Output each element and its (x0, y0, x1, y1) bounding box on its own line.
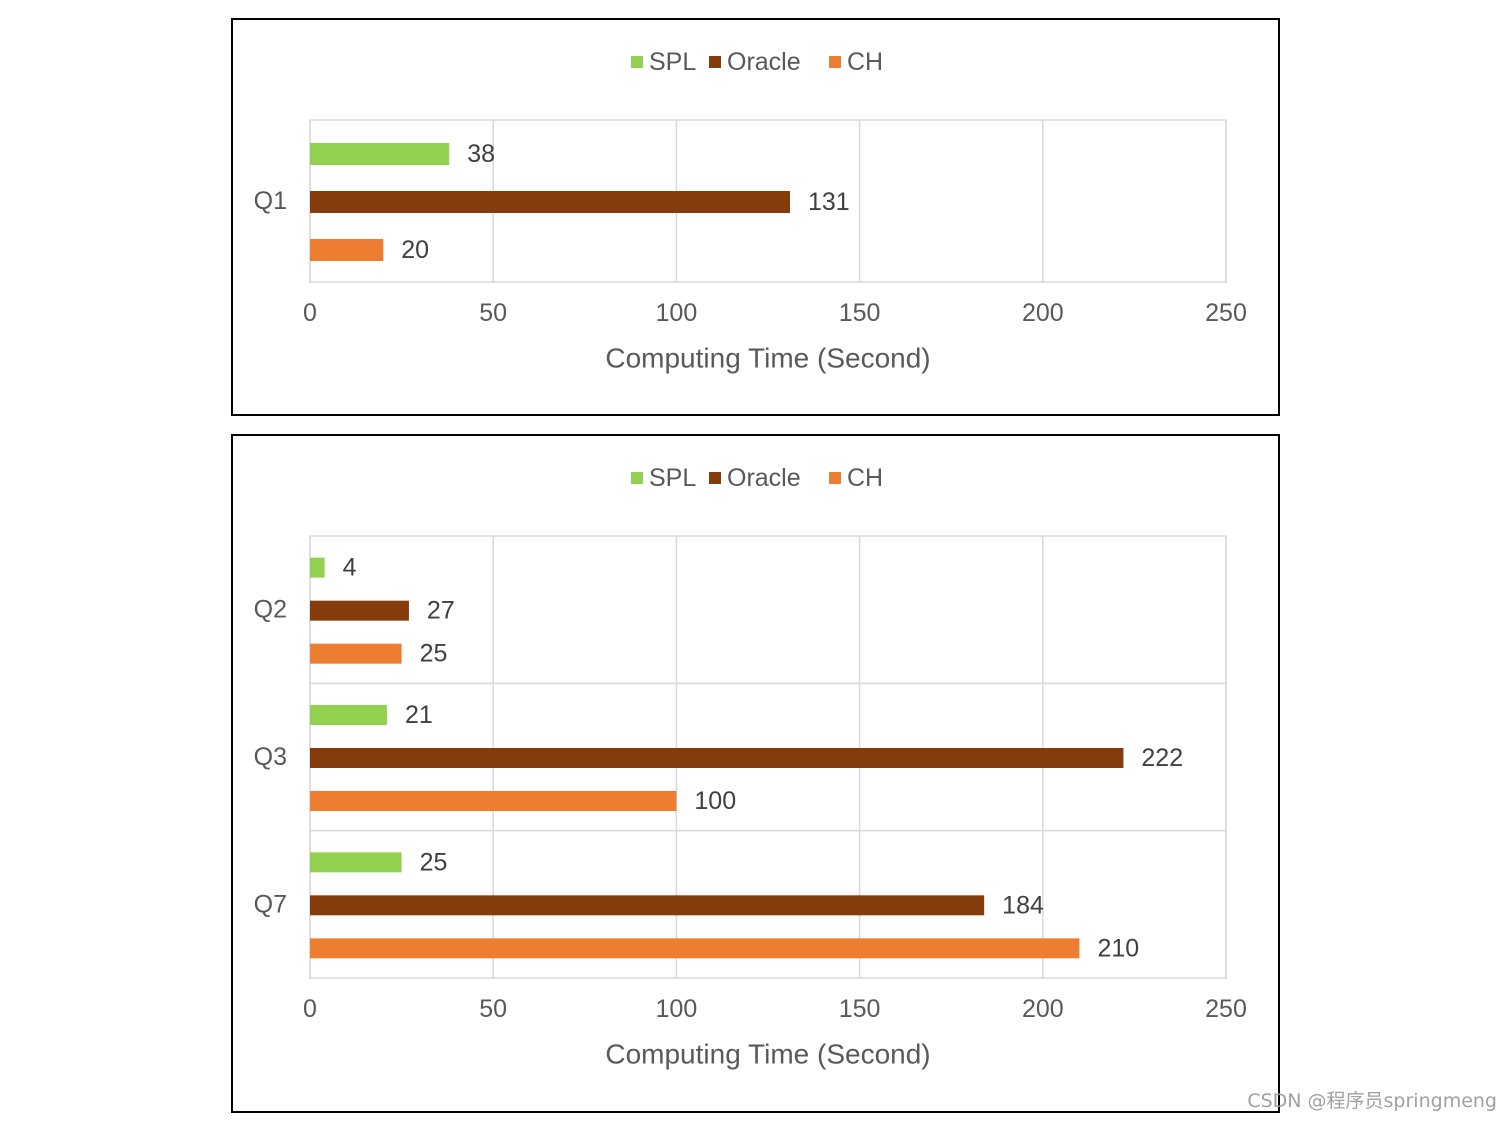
data-label: 25 (420, 640, 448, 668)
x-axis-title: Computing Time (Second) (605, 1039, 930, 1070)
x-axis-title: Computing Time (Second) (605, 343, 930, 374)
bar-oracle-q7 (310, 895, 985, 916)
x-tick-label: 0 (303, 299, 317, 327)
bar-ch-q7 (310, 938, 1080, 959)
data-label: 21 (405, 701, 433, 729)
category-label: Q3 (254, 743, 287, 771)
category-label: Q1 (254, 187, 287, 215)
x-tick-label: 200 (1022, 299, 1064, 327)
data-label: 100 (694, 787, 736, 815)
x-tick-label: 0 (303, 995, 317, 1023)
watermark-text: CSDN @程序员springmeng (1247, 1090, 1497, 1112)
bar-spl-q2 (310, 557, 325, 578)
legend-swatch-oracle (709, 56, 721, 68)
chart-2-svg: Q2 4 27 25 Q3 21 222 100 Q7 25 184 210 0 50 100 150 200 2… (254, 464, 1247, 1070)
x-tick-label: 100 (656, 995, 698, 1023)
data-label: 4 (343, 554, 357, 582)
x-tick-label: 50 (479, 299, 507, 327)
legend-label-spl: SPL (649, 48, 696, 76)
legend-label-spl: SPL (649, 464, 696, 492)
bar-oracle-q3 (310, 748, 1124, 768)
data-label: 20 (401, 236, 429, 264)
legend-label-oracle: Oracle (727, 48, 801, 76)
bar-ch-q3 (310, 791, 677, 811)
x-tick-label: 200 (1022, 995, 1064, 1023)
bar-ch-q1 (310, 239, 384, 261)
legend: SPL Oracle CH (631, 48, 883, 76)
legend-swatch-ch (829, 56, 841, 68)
data-label: 131 (808, 188, 850, 216)
legend-label-ch: CH (847, 48, 883, 76)
data-label: 38 (467, 140, 495, 168)
x-tick-label: 150 (839, 299, 881, 327)
bar-spl-q3 (310, 705, 387, 725)
legend-swatch-ch (829, 472, 841, 484)
legend-label-ch: CH (847, 464, 883, 492)
legend-swatch-oracle (709, 472, 721, 484)
bar-spl-q7 (310, 852, 402, 873)
data-label: 222 (1141, 744, 1183, 772)
x-tick-label: 50 (479, 995, 507, 1023)
x-tick-label: 100 (656, 299, 698, 327)
data-label: 210 (1097, 934, 1139, 962)
legend-swatch-spl (631, 56, 643, 68)
x-tick-label: 250 (1205, 995, 1247, 1023)
bar-oracle-q1 (310, 191, 790, 213)
legend-label-oracle: Oracle (727, 464, 801, 492)
chart-panel-2: Q2 4 27 25 Q3 21 222 100 Q7 25 184 210 0 50 100 150 200 2… (231, 434, 1280, 1113)
bar-oracle-q2 (310, 600, 409, 621)
category-label: Q7 (254, 890, 287, 918)
legend: SPL Oracle CH (631, 464, 883, 492)
x-tick-label: 250 (1205, 299, 1247, 327)
data-label: 27 (427, 597, 455, 625)
bar-spl-q1 (310, 143, 450, 165)
data-label: 25 (420, 848, 448, 876)
x-tick-label: 150 (839, 995, 881, 1023)
data-label: 184 (1002, 891, 1044, 919)
legend-swatch-spl (631, 472, 643, 484)
category-label: Q2 (254, 596, 287, 624)
chart-panel-1: Q1 38 131 20 0 50 100 150 200 250 Computing Time (… (231, 18, 1280, 416)
bar-ch-q2 (310, 643, 402, 664)
